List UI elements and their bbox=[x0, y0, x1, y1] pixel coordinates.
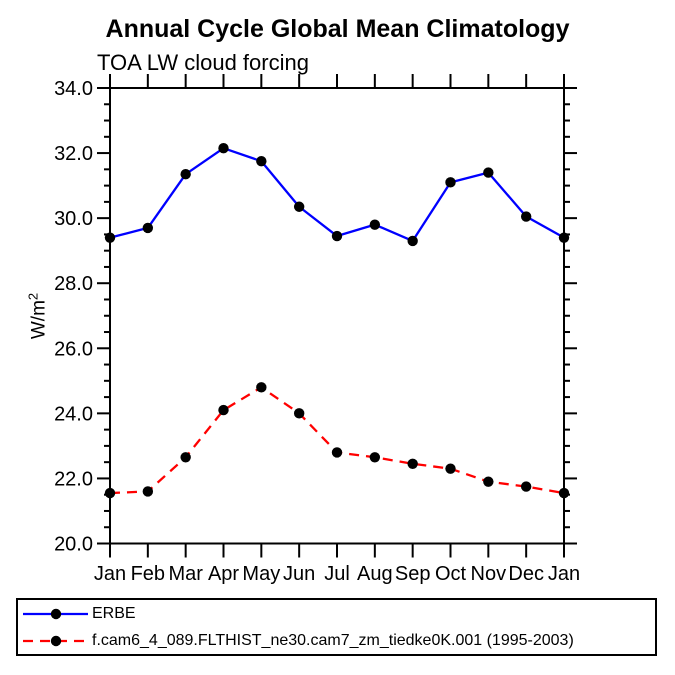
data-point-0 bbox=[558, 232, 570, 243]
data-point-0 bbox=[483, 167, 494, 178]
data-point-1 bbox=[256, 382, 267, 393]
data-point-0 bbox=[369, 219, 381, 230]
legend-item-model: f.cam6_4_089.FLTHIST_ne30.cam7_zm_tiedke… bbox=[22, 627, 574, 654]
y-tick-label: 34.0 bbox=[54, 78, 93, 100]
data-point-1 bbox=[520, 481, 532, 492]
data-point-0 bbox=[407, 235, 418, 247]
x-tick-label: Aug bbox=[357, 563, 393, 585]
legend-swatch-dashed-line bbox=[23, 635, 88, 646]
data-point-1 bbox=[445, 463, 456, 474]
x-tick-label: Dec bbox=[508, 563, 544, 585]
data-point-1 bbox=[369, 452, 381, 463]
legend-label-erbe: ERBE bbox=[92, 604, 136, 622]
y-tick-label: 24.0 bbox=[54, 403, 93, 425]
y-tick-label: 30.0 bbox=[54, 208, 93, 230]
data-point-1 bbox=[142, 486, 154, 497]
data-point-0 bbox=[520, 211, 532, 222]
data-point-0 bbox=[180, 169, 191, 180]
data-point-1 bbox=[104, 487, 116, 499]
y-tick-label: 20.0 bbox=[54, 534, 93, 556]
legend-marker-dot bbox=[50, 608, 62, 619]
legend-marker-dot bbox=[50, 635, 62, 646]
data-point-0 bbox=[104, 232, 116, 243]
x-tick-label: Jul bbox=[324, 563, 350, 585]
data-point-1 bbox=[293, 408, 305, 419]
y-tick-label: 32.0 bbox=[54, 143, 93, 165]
y-tick-label: 28.0 bbox=[54, 273, 93, 295]
data-point-0 bbox=[256, 156, 267, 167]
legend-box: ERBE f.cam6_4_089.FLTHIST_ne30.cam7_zm_t… bbox=[16, 598, 657, 656]
plot-frame bbox=[109, 87, 565, 545]
data-point-0 bbox=[293, 201, 305, 212]
x-tick-label: Oct bbox=[435, 563, 467, 585]
chart-title: Annual Cycle Global Mean Climatology bbox=[105, 15, 570, 43]
x-tick-label: Nov bbox=[471, 563, 507, 585]
data-point-1 bbox=[331, 447, 343, 458]
x-tick-label: Mar bbox=[168, 563, 203, 585]
data-point-1 bbox=[218, 404, 229, 416]
x-tick-label: Jun bbox=[283, 563, 315, 585]
x-tick-label: May bbox=[242, 563, 280, 585]
y-tick-label: 26.0 bbox=[54, 338, 93, 360]
data-point-1 bbox=[558, 487, 570, 499]
legend-swatch-solid-line bbox=[23, 608, 88, 619]
data-point-0 bbox=[142, 222, 154, 234]
data-point-1 bbox=[483, 476, 494, 487]
y-tick-label: 22.0 bbox=[54, 468, 93, 490]
x-tick-label: Sep bbox=[395, 563, 431, 585]
x-tick-label: Feb bbox=[131, 563, 165, 585]
x-tick-label: Jan bbox=[94, 563, 126, 585]
series-line-0 bbox=[109, 147, 565, 243]
x-tick-label: Apr bbox=[208, 563, 239, 585]
data-point-0 bbox=[445, 177, 456, 188]
data-point-0 bbox=[331, 230, 343, 242]
data-point-0 bbox=[218, 142, 229, 154]
legend-label-model: f.cam6_4_089.FLTHIST_ne30.cam7_zm_tiedke… bbox=[92, 631, 574, 649]
x-tick-label: Jan bbox=[548, 563, 580, 585]
chart-subtitle: TOA LW cloud forcing bbox=[97, 50, 309, 75]
legend-item-erbe: ERBE bbox=[22, 600, 136, 627]
data-point-1 bbox=[180, 452, 191, 463]
data-point-1 bbox=[407, 458, 418, 469]
series-line-1 bbox=[109, 386, 565, 495]
